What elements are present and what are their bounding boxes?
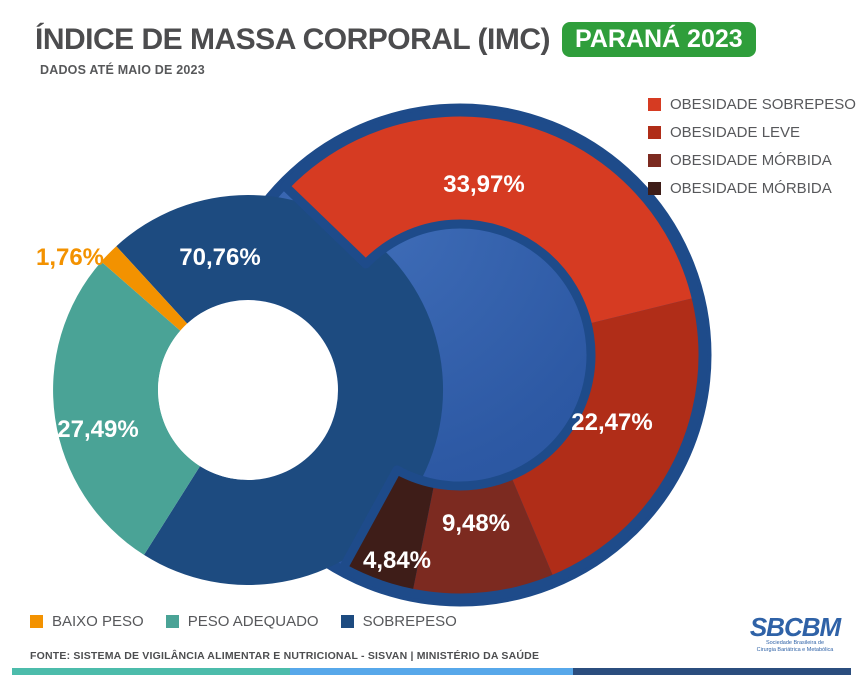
legend-label: OBESIDADE SOBREPESO (670, 96, 856, 113)
sbcbm-logo: SBCBM Sociedade Brasileira de Cirurgia B… (739, 614, 851, 654)
bottom-bar-teal-segment (12, 668, 290, 675)
bottom-bar-navy-segment (573, 668, 851, 675)
right-donut-segment-obesidade-sobrepeso (285, 111, 697, 324)
sbcbm-logo-line2: Cirurgia Bariátrica e Metabólica (756, 646, 834, 653)
page-title: ÍNDICE DE MASSA CORPORAL (IMC) (35, 22, 551, 56)
legend-swatch-sobrepeso (340, 615, 354, 628)
header: ÍNDICE DE MASSA CORPORAL (IMC) PARANÁ 20… (35, 22, 756, 57)
legend-label: BAIXO PESO (52, 613, 144, 630)
legend-item-obesidade-sobrepeso: OBESIDADE SOBREPESO (648, 96, 856, 113)
left-donut-segment-peso-adequado (53, 261, 200, 555)
legend-item-obesidade-morbida-2: OBESIDADE MÓRBIDA (648, 180, 856, 197)
legend-item-sobrepeso: SOBREPESO (340, 613, 457, 630)
legend-label: OBESIDADE MÓRBIDA (670, 180, 832, 197)
label-baixo-peso-value: 1,76% (36, 244, 104, 271)
label-obesidade-morbida-value: 9,48% (442, 510, 510, 537)
legend-label: OBESIDADE MÓRBIDA (670, 152, 832, 169)
label-obesidade-leve-value: 22,47% (571, 409, 652, 436)
legend-obesity: OBESIDADE SOBREPESO OBESIDADE LEVE OBESI… (648, 96, 856, 208)
label-obesidade-sobrepeso-value: 33,97% (443, 171, 524, 198)
legend-item-obesidade-morbida: OBESIDADE MÓRBIDA (648, 152, 856, 169)
legend-swatch-obesidade-morbida (648, 154, 661, 167)
legend-label: SOBREPESO (362, 613, 457, 630)
source-text: FONTE: SISTEMA DE VIGILÂNCIA ALIMENTAR E… (30, 650, 540, 662)
left-donut-segment-baixo-peso (101, 246, 188, 331)
left-donut (53, 194, 444, 585)
sbcbm-logo-line1: Sociedade Brasileira de (765, 640, 825, 646)
legend-swatch-obesidade-morbida-2 (648, 182, 661, 195)
left-donut-segment-sobrepeso (116, 194, 444, 585)
legend-swatch-peso-adequado (165, 615, 179, 628)
sbcbm-logo-acronym: SBCBM (749, 612, 841, 642)
right-donut-segment-obesidade-leve (510, 297, 704, 579)
right-donut-ring-outline (280, 107, 708, 603)
label-sobrepeso-value: 70,76% (179, 244, 260, 271)
label-peso-adequado-value: 27,49% (57, 416, 138, 443)
legend-item-obesidade-leve: OBESIDADE LEVE (648, 124, 856, 141)
legend-label: OBESIDADE LEVE (670, 124, 801, 141)
bottom-accent-bar (12, 668, 851, 675)
legend-label: PESO ADEQUADO (187, 613, 319, 630)
legend-swatch-baixo-peso (30, 615, 43, 628)
subtitle: DADOS ATÉ MAIO DE 2023 (40, 63, 205, 77)
legend-item-peso-adequado: PESO ADEQUADO (165, 613, 319, 630)
label-obesidade-morbida-2-value: 4,84% (363, 547, 431, 574)
legend-swatch-obesidade-sobrepeso (648, 98, 661, 111)
left-donut-hole (158, 300, 338, 480)
year-badge: PARANÁ 2023 (562, 22, 756, 57)
bottom-bar-blue-segment (290, 668, 573, 675)
legend-item-baixo-peso: BAIXO PESO (30, 613, 144, 630)
right-donut-ring (280, 107, 708, 603)
right-donut-segment-obesidade-morbida-2 (343, 469, 435, 594)
legend-imc: BAIXO PESO PESO ADEQUADO SOBREPESO (30, 613, 457, 641)
legend-swatch-obesidade-leve (648, 126, 661, 139)
right-donut-segment-obesidade-morbida (412, 475, 555, 599)
